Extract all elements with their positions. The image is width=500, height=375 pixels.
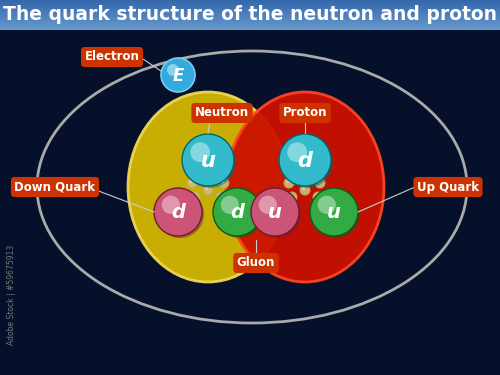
- Bar: [0, 7, 500, 8]
- Bar: [0, 18, 500, 19]
- Bar: [0, 24, 500, 25]
- Circle shape: [251, 188, 299, 236]
- Circle shape: [215, 190, 263, 238]
- Circle shape: [288, 142, 307, 162]
- Text: Up Quark: Up Quark: [417, 180, 479, 194]
- Circle shape: [313, 192, 323, 202]
- Text: d: d: [298, 151, 312, 171]
- Text: u: u: [200, 151, 216, 171]
- Bar: [0, 10, 500, 11]
- Bar: [0, 17, 500, 18]
- Circle shape: [218, 194, 221, 197]
- Circle shape: [286, 180, 289, 183]
- Circle shape: [190, 142, 210, 162]
- Text: The quark structure of the neutron and proton: The quark structure of the neutron and p…: [3, 6, 497, 24]
- Bar: [0, 27, 500, 28]
- Bar: [0, 19, 500, 20]
- Bar: [0, 20, 500, 21]
- Bar: [0, 22, 500, 23]
- Circle shape: [310, 188, 358, 236]
- Circle shape: [302, 187, 305, 190]
- Text: Neutron: Neutron: [195, 106, 249, 120]
- Circle shape: [187, 178, 197, 188]
- Ellipse shape: [128, 92, 288, 282]
- Bar: [0, 4, 500, 5]
- Circle shape: [190, 192, 200, 202]
- Circle shape: [315, 178, 325, 188]
- Bar: [0, 2, 500, 3]
- Circle shape: [318, 196, 336, 214]
- Circle shape: [258, 196, 277, 214]
- Ellipse shape: [226, 92, 384, 282]
- Circle shape: [287, 192, 297, 202]
- Bar: [0, 3, 500, 4]
- Circle shape: [206, 187, 208, 190]
- Bar: [0, 9, 500, 10]
- Text: u: u: [327, 204, 341, 222]
- Bar: [0, 16, 500, 17]
- Bar: [0, 21, 500, 22]
- Circle shape: [253, 190, 301, 238]
- Text: Adobe Stock | #59675913: Adobe Stock | #59675913: [8, 245, 16, 345]
- Text: Proton: Proton: [283, 106, 327, 120]
- Bar: [0, 15, 500, 16]
- Circle shape: [203, 185, 213, 195]
- Circle shape: [167, 64, 179, 76]
- Bar: [0, 23, 500, 24]
- Circle shape: [219, 178, 229, 188]
- Circle shape: [216, 192, 226, 202]
- Text: E: E: [172, 67, 184, 85]
- Bar: [0, 25, 500, 26]
- Bar: [0, 13, 500, 14]
- Text: Gluon: Gluon: [237, 256, 275, 270]
- Circle shape: [162, 196, 180, 214]
- Circle shape: [279, 134, 331, 186]
- Bar: [0, 14, 500, 15]
- Bar: [0, 29, 500, 30]
- Circle shape: [318, 180, 320, 183]
- Circle shape: [192, 194, 195, 197]
- Bar: [0, 26, 500, 27]
- Circle shape: [281, 136, 333, 188]
- Circle shape: [161, 58, 195, 92]
- Circle shape: [156, 190, 204, 238]
- Text: d: d: [171, 204, 185, 222]
- Bar: [0, 1, 500, 2]
- Bar: [0, 28, 500, 29]
- Circle shape: [300, 185, 310, 195]
- Circle shape: [189, 180, 192, 183]
- Circle shape: [312, 190, 360, 238]
- Text: d: d: [230, 204, 244, 222]
- Circle shape: [284, 178, 294, 188]
- Text: Electron: Electron: [84, 51, 140, 63]
- Circle shape: [289, 194, 292, 197]
- Text: Down Quark: Down Quark: [14, 180, 96, 194]
- Bar: [0, 5, 500, 6]
- Bar: [0, 12, 500, 13]
- Circle shape: [221, 180, 224, 183]
- Circle shape: [184, 136, 236, 188]
- Circle shape: [182, 134, 234, 186]
- Bar: [0, 0, 500, 1]
- Circle shape: [316, 194, 318, 197]
- Circle shape: [154, 188, 202, 236]
- Bar: [0, 6, 500, 7]
- Circle shape: [220, 196, 239, 214]
- Text: u: u: [268, 204, 282, 222]
- Bar: [0, 8, 500, 9]
- Circle shape: [213, 188, 261, 236]
- Bar: [0, 11, 500, 12]
